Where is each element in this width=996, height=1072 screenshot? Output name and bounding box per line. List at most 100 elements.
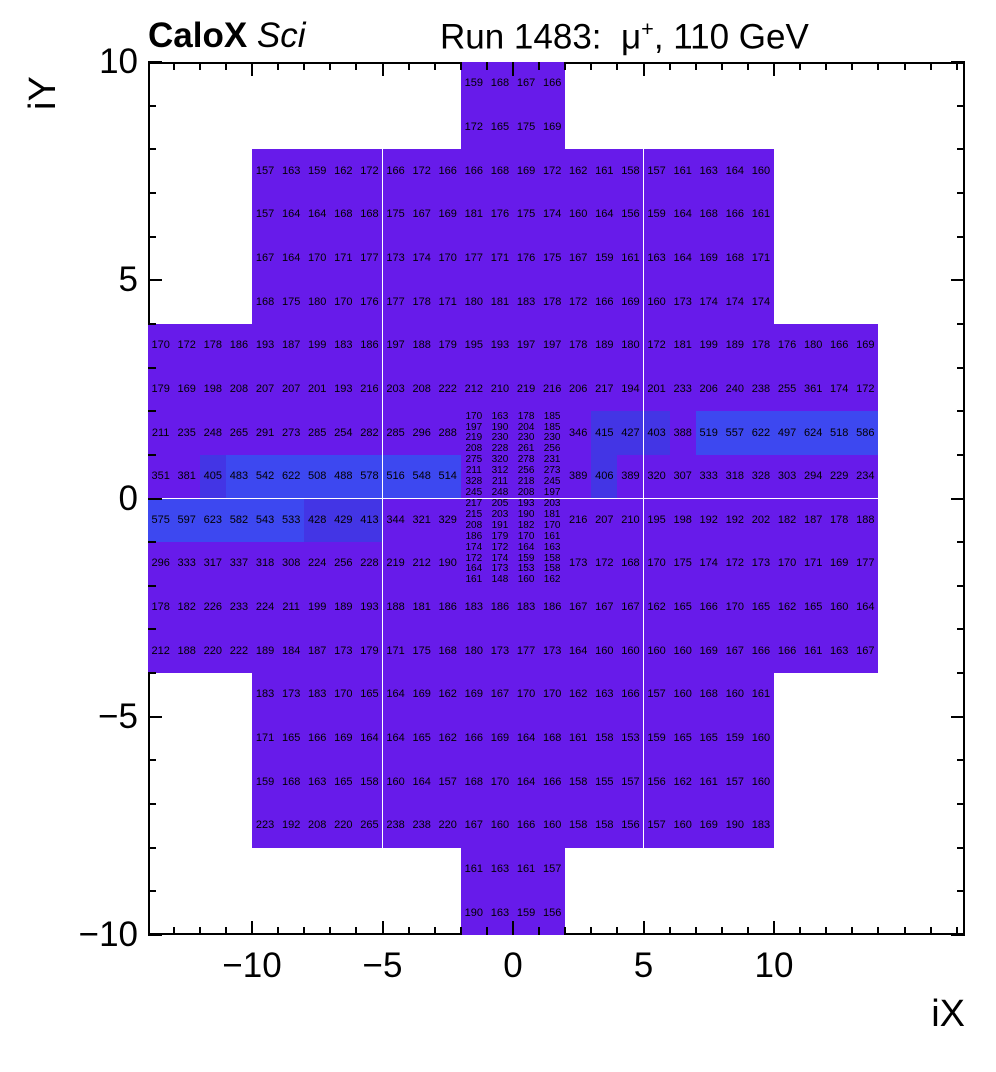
axis-tick (147, 279, 162, 282)
heatmap-fine-cell: 219 (460, 433, 487, 444)
axis-tick (616, 927, 619, 935)
axis-tick (147, 148, 156, 151)
heatmap-fine-cell: 178 (513, 411, 540, 423)
heatmap-cell: 169 (695, 804, 722, 848)
axis-tick (877, 62, 880, 70)
axis-tick (459, 62, 462, 70)
heatmap-cell: 158 (591, 716, 618, 761)
heatmap-cell: 165 (408, 716, 435, 761)
heatmap-cell: 183 (460, 585, 487, 630)
heatmap-fine-cell: 158 (539, 563, 566, 575)
axis-tick (957, 235, 965, 238)
heatmap-cell: 157 (721, 760, 748, 805)
heatmap-fine-cell: 205 (486, 498, 513, 510)
axis-tick (147, 846, 156, 849)
axis-tick (147, 541, 156, 544)
heatmap-cell: 233 (225, 585, 252, 630)
heatmap-cell: 175 (539, 236, 566, 281)
title-calox: CaloX (148, 16, 248, 55)
heatmap-cell: 162 (565, 149, 592, 193)
heatmap-cell: 157 (434, 760, 461, 805)
heatmap-cell: 187 (800, 498, 827, 543)
heatmap-fine-cell: 278 (513, 454, 540, 466)
heatmap-cell: 158 (617, 149, 644, 193)
heatmap-cell: 175 (382, 192, 409, 237)
heatmap-cell: 161 (695, 760, 722, 805)
heatmap-fine-cell: 191 (486, 520, 513, 532)
axis-tick (485, 927, 488, 935)
heatmap-cell: 164 (591, 192, 618, 237)
heatmap-cell: 174 (408, 236, 435, 281)
axis-tick (329, 927, 332, 935)
heatmap-fine-cell: 148 (486, 574, 513, 586)
heatmap-fine-cell: 245 (460, 487, 487, 499)
heatmap-fine-cell: 312 (486, 465, 513, 477)
heatmap-cell: 337 (225, 542, 252, 586)
heatmap-cell: 167 (513, 62, 540, 106)
heatmap-cell: 622 (278, 454, 305, 499)
heatmap-cell: 168 (695, 192, 722, 237)
heatmap-cell: 168 (278, 760, 305, 805)
x-tick-label: 5 (633, 946, 654, 985)
heatmap-cell: 160 (747, 149, 774, 193)
heatmap-cell: 170 (304, 236, 331, 281)
heatmap-cell: 203 (382, 367, 409, 412)
heatmap-cell: 333 (695, 454, 722, 499)
particle-charge: + (641, 16, 654, 41)
x-tick-label: 10 (754, 946, 794, 985)
heatmap-cell: 320 (643, 454, 670, 499)
axis-tick (720, 927, 723, 935)
heatmap-cell: 166 (747, 629, 774, 674)
heatmap-fine-cell: 208 (460, 520, 487, 532)
axis-tick (957, 759, 965, 762)
heatmap-cell: 224 (252, 585, 279, 630)
heatmap-cell: 167 (852, 629, 879, 674)
heatmap-cell: 168 (460, 760, 487, 805)
axis-tick (459, 927, 462, 935)
particle-symbol: μ (620, 17, 642, 57)
heatmap-cell: 238 (408, 804, 435, 848)
title-sci: Sci (247, 16, 306, 55)
heatmap-fine-cell: 179 (486, 531, 513, 543)
heatmap-cell: 238 (382, 804, 409, 848)
heatmap-cell: 166 (591, 280, 618, 324)
heatmap-cell: 167 (486, 673, 513, 717)
heatmap-cell: 159 (304, 149, 331, 193)
heatmap-fine-cell: 245 (539, 476, 566, 488)
heatmap-fine-cell: 182 (513, 520, 540, 532)
heatmap-fine-cell: 211 (460, 465, 487, 477)
heatmap-cell: 197 (513, 323, 540, 368)
heatmap-cell: 168 (617, 542, 644, 586)
heatmap-fine-cell: 185 (539, 422, 566, 434)
heatmap-cell: 202 (747, 498, 774, 543)
heatmap-cell: 159 (643, 716, 670, 761)
heatmap-cell: 178 (539, 280, 566, 324)
heatmap-cell: 317 (199, 542, 226, 586)
heatmap-fine-cell: 230 (539, 433, 566, 444)
heatmap-cell: 164 (382, 716, 409, 761)
heatmap-cell: 181 (460, 192, 487, 237)
heatmap-cell: 172 (591, 542, 618, 586)
heatmap-cell: 211 (278, 585, 305, 630)
axis-tick (147, 235, 156, 238)
heatmap-cell: 238 (747, 367, 774, 412)
heatmap-cell: 167 (565, 236, 592, 281)
axis-tick (799, 927, 802, 935)
heatmap-cell: 199 (304, 585, 331, 630)
heatmap-cell: 192 (721, 498, 748, 543)
heatmap-fine-cell: 159 (513, 553, 540, 564)
heatmap-cell: 157 (643, 673, 670, 717)
heatmap-cell: 179 (356, 629, 383, 674)
axis-tick (277, 62, 280, 70)
heatmap-fine-cell: 161 (460, 574, 487, 586)
axis-tick (955, 62, 958, 70)
heatmap-cell: 173 (382, 236, 409, 281)
heatmap-cell: 178 (147, 585, 174, 630)
axis-tick (381, 62, 384, 76)
heatmap-cell: 181 (486, 280, 513, 324)
heatmap-cell: 166 (460, 149, 487, 193)
axis-tick (303, 62, 306, 70)
heatmap-cell: 180 (460, 629, 487, 674)
heatmap-cell: 170 (774, 542, 801, 586)
